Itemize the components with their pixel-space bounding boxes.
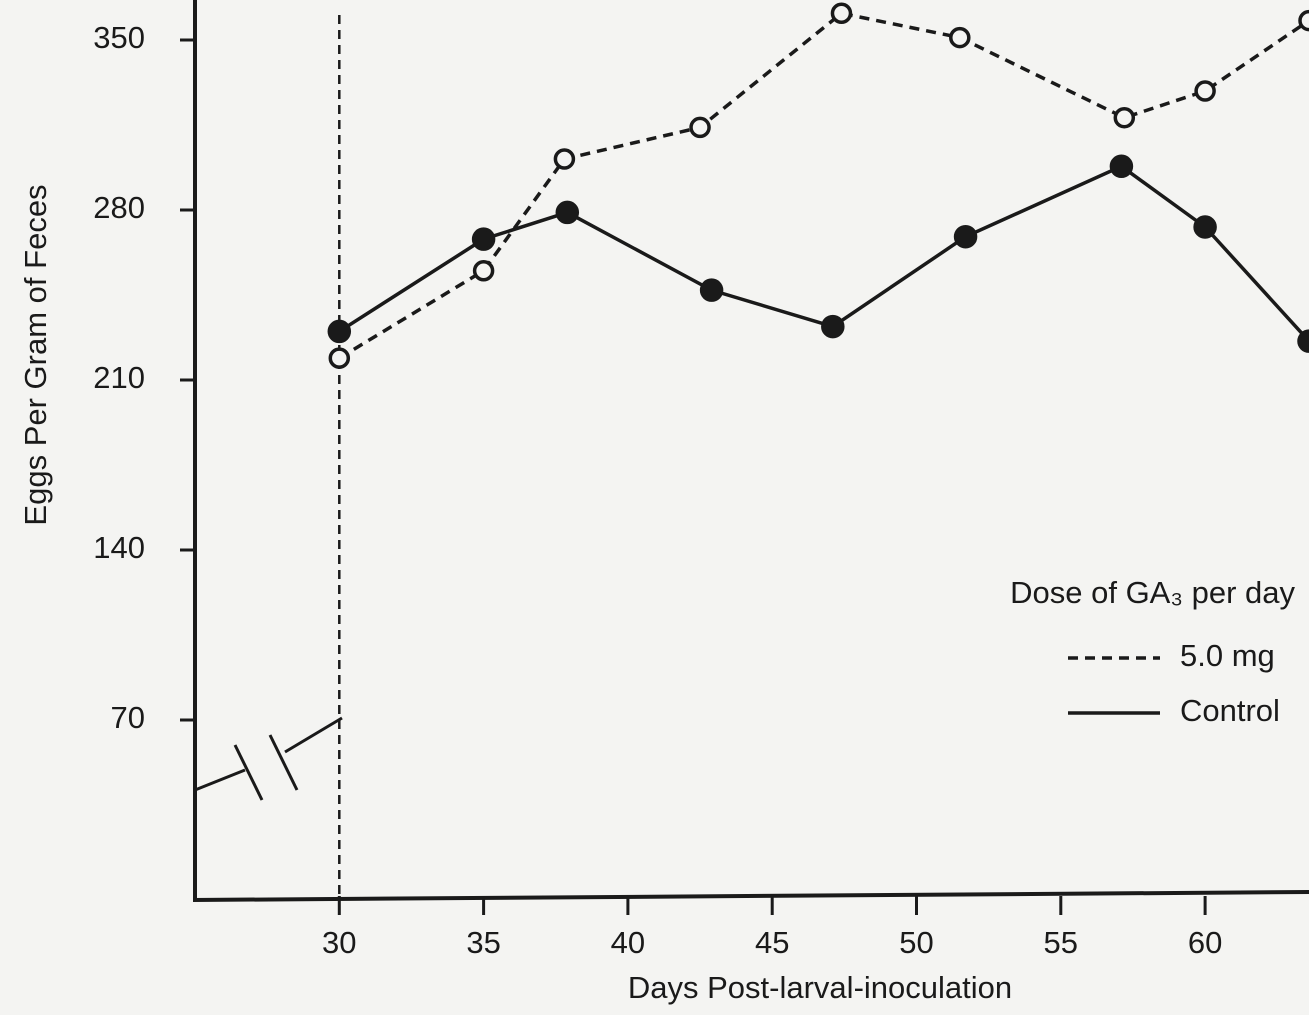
data-point <box>699 278 724 302</box>
axis-break <box>194 716 343 801</box>
series-line <box>338 164 1309 343</box>
x-tick-label: 35 <box>466 925 500 960</box>
y-tick-label: 210 <box>93 360 145 395</box>
data-point <box>471 227 496 251</box>
data-point <box>1194 80 1216 102</box>
legend-label: Control <box>1180 693 1280 728</box>
legend-title: Dose of GA₃ per day <box>1010 575 1295 610</box>
data-point <box>555 200 580 225</box>
data-point <box>328 347 351 369</box>
data-point <box>327 319 352 344</box>
series-line <box>338 11 1309 360</box>
data-point <box>953 224 978 249</box>
x-axis <box>192 890 1309 902</box>
data-point <box>472 259 495 282</box>
data-point <box>1113 106 1136 129</box>
data-point <box>1109 154 1134 179</box>
data-point <box>821 314 845 339</box>
data-point <box>1193 215 1217 239</box>
x-tick-label: 60 <box>1188 925 1222 960</box>
legend-label: 5.0 mg <box>1180 638 1275 673</box>
x-tick-label: 40 <box>611 925 645 960</box>
y-tick-label: 70 <box>111 700 145 735</box>
x-axis-label: Days Post-larval-inoculation <box>628 970 1012 1005</box>
data-point <box>949 26 971 49</box>
data-point <box>1298 9 1309 32</box>
y-tick-label: 350 <box>93 20 145 55</box>
data-point <box>830 2 853 25</box>
data-point <box>1297 329 1309 353</box>
x-tick-label: 30 <box>322 925 356 960</box>
data-point <box>689 116 711 139</box>
x-tick-label: 50 <box>899 925 933 960</box>
y-tick-label: 140 <box>93 530 145 565</box>
x-tick-label: 45 <box>755 925 789 960</box>
data-point <box>553 148 576 170</box>
x-tick-label: 55 <box>1044 925 1078 960</box>
y-tick-label: 280 <box>93 190 145 225</box>
y-axis-label: Eggs Per Gram of Feces <box>18 184 53 525</box>
